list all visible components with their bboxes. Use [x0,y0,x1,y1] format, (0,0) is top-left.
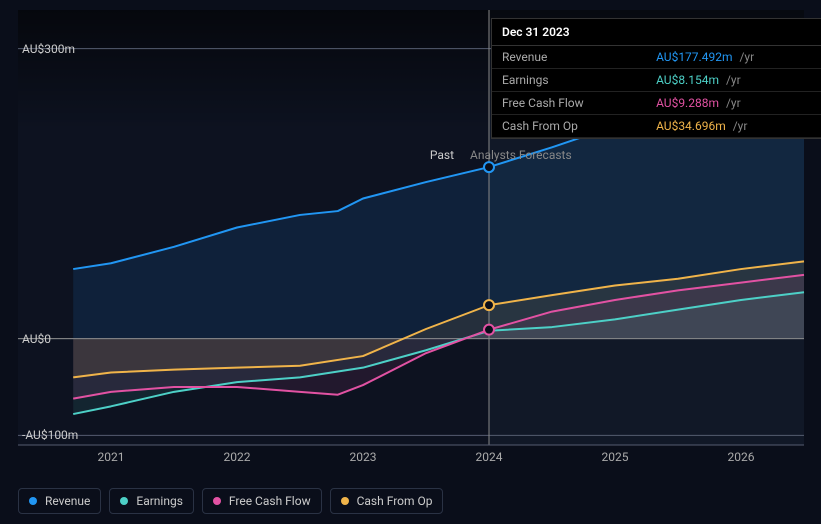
tooltip-row-label: Earnings [492,69,646,92]
legend-item-earnings[interactable]: Earnings [109,488,194,514]
legend-item-label: Revenue [45,494,90,508]
tooltip-row-label: Free Cash Flow [492,92,646,115]
x-tick-label: 2024 [476,450,503,464]
past-region-label: Past [430,148,454,162]
y-tick-label: AU$0 [22,332,51,346]
tooltip-row-value: AU$34.696m /yr [646,115,821,138]
tooltip-row-value: AU$9.288m /yr [646,92,821,115]
forecast-region-label: Analysts Forecasts [470,148,572,162]
y-tick-label: -AU$100m [22,428,78,442]
tooltip-row: Cash From OpAU$34.696m /yr [492,115,821,138]
legend-dot-icon [213,497,221,505]
tooltip-row: EarningsAU$8.154m /yr [492,69,821,92]
tooltip-row-label: Cash From Op [492,115,646,138]
tooltip-row-value: AU$177.492m /yr [646,46,821,69]
tooltip-row-label: Revenue [492,46,646,69]
chart-tooltip: Dec 31 2023 RevenueAU$177.492m /yrEarnin… [491,18,821,139]
legend-item-cfo[interactable]: Cash From Op [330,488,444,514]
marker-cfo [484,300,494,310]
legend-item-label: Cash From Op [357,494,433,508]
legend-dot-icon [341,497,349,505]
legend-dot-icon [29,497,37,505]
marker-fcf [484,325,494,335]
y-tick-label: AU$300m [22,42,75,56]
x-tick-label: 2023 [350,450,377,464]
legend-item-label: Earnings [136,494,183,508]
tooltip-date: Dec 31 2023 [492,19,821,46]
legend-item-fcf[interactable]: Free Cash Flow [202,488,322,514]
x-tick-label: 2025 [602,450,629,464]
legend-dot-icon [120,497,128,505]
marker-revenue [484,162,494,172]
legend-item-revenue[interactable]: Revenue [18,488,101,514]
x-axis: 2021 2022 2023 2024 2025 2026 [0,450,821,470]
x-tick-label: 2021 [98,450,125,464]
tooltip-row-value: AU$8.154m /yr [646,69,821,92]
tooltip-row: Free Cash FlowAU$9.288m /yr [492,92,821,115]
x-tick-label: 2026 [728,450,755,464]
chart-legend: Revenue Earnings Free Cash Flow Cash From O… [18,488,443,514]
x-tick-label: 2022 [224,450,251,464]
tooltip-row: RevenueAU$177.492m /yr [492,46,821,69]
legend-item-label: Free Cash Flow [229,494,311,508]
